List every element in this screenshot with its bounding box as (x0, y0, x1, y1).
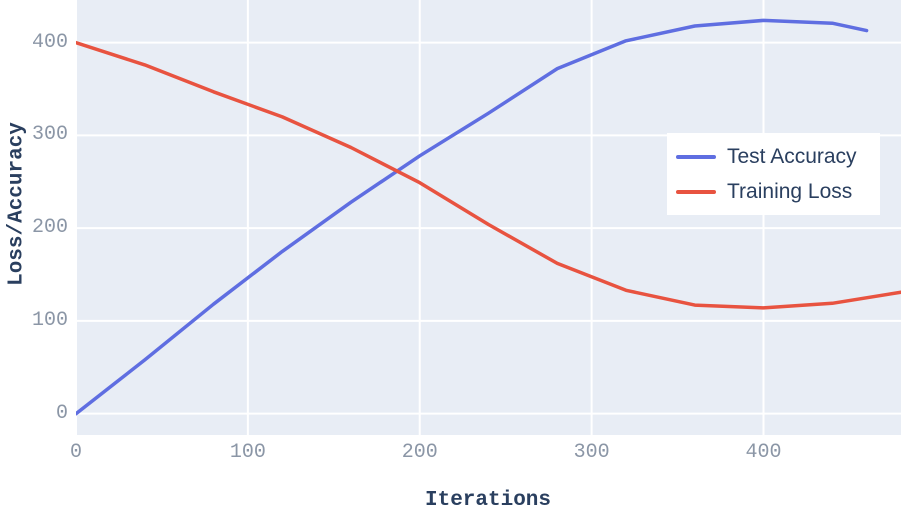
legend-label-training-loss: Training Loss (727, 179, 853, 203)
test-accuracy-swatch-line (676, 154, 716, 159)
training-loss-swatch-line (676, 189, 716, 194)
legend-item-training-loss[interactable]: Training Loss (676, 174, 880, 209)
plot-area (76, 0, 901, 435)
y-axis-title: Loss/Accuracy (5, 122, 29, 286)
legend: Test Accuracy Training Loss (667, 133, 880, 215)
plot-background (76, 0, 901, 435)
legend-label-test-accuracy: Test Accuracy (727, 144, 857, 168)
x-tick-label: 200 (401, 441, 438, 464)
x-tick-label: 400 (745, 441, 782, 464)
legend-item-test-accuracy[interactable]: Test Accuracy (676, 139, 880, 174)
y-tick-label: 0 (55, 401, 68, 425)
x-tick-label: 0 (69, 441, 83, 464)
y-tick-label: 100 (31, 308, 68, 332)
training-loss-line (76, 40, 901, 310)
x-axis-title: Iterations (424, 489, 552, 512)
plot-svg (76, 0, 901, 435)
y-tick-label: 400 (31, 30, 68, 54)
y-tick-label: 300 (31, 123, 68, 147)
y-tick-label: 200 (31, 216, 68, 240)
x-tick-label: 100 (229, 441, 266, 464)
x-tick-label: 300 (573, 441, 610, 464)
test-accuracy-line (76, 18, 869, 416)
